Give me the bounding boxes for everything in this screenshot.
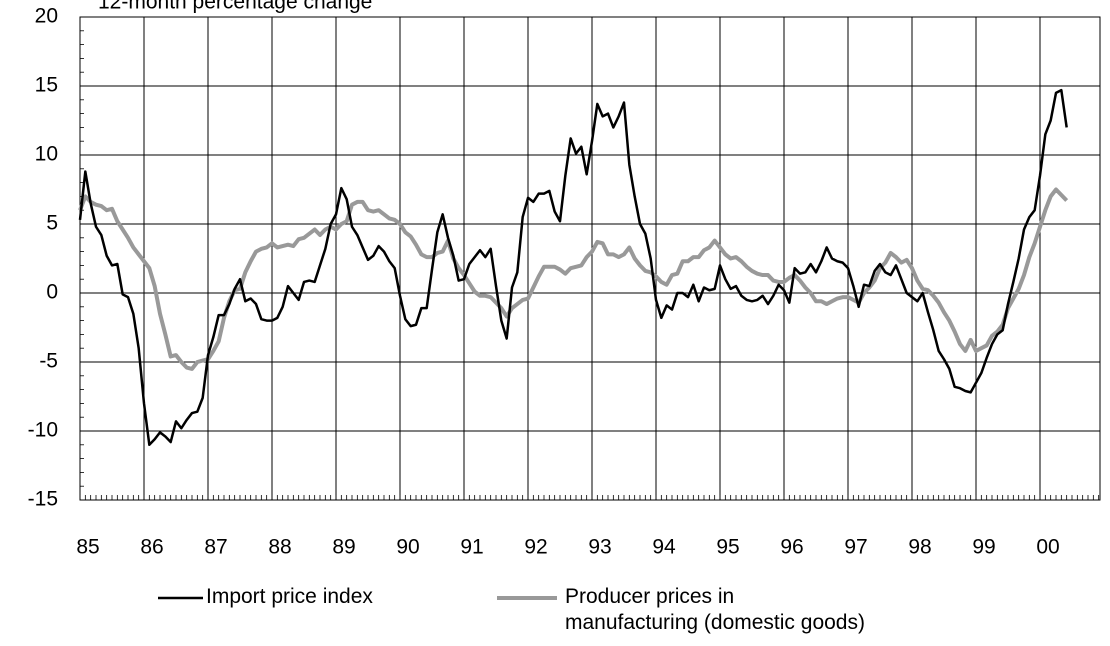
x-tick-label: 87 [204, 536, 227, 559]
x-tick-label: 97 [844, 536, 867, 559]
x-tick-label: 88 [268, 536, 291, 559]
series-line [78, 187, 1069, 371]
x-tick-label: 99 [972, 536, 995, 559]
x-tick-label: 86 [140, 536, 163, 559]
plot-frame [79, 16, 1101, 501]
x-tick-label: 89 [332, 536, 355, 559]
chart-title: 12-month percentage change [98, 0, 372, 14]
x-tick-label: 00 [1036, 536, 1059, 559]
x-tick-label: 96 [780, 536, 803, 559]
y-tick-label: 5 [46, 212, 58, 235]
y-tick-label: -5 [39, 350, 58, 373]
y-tick-label: 0 [46, 281, 58, 304]
x-tick-label: 90 [396, 536, 419, 559]
y-tick-label: 20 [35, 5, 58, 28]
legend-label: Import price index [206, 585, 373, 608]
y-tick-label: -15 [28, 488, 58, 511]
x-tick-label: 85 [76, 536, 99, 559]
legend-label: Producer prices in manufacturing (domest… [565, 585, 865, 634]
x-tick-label: 95 [716, 536, 739, 559]
x-tick-label: 93 [588, 536, 611, 559]
x-tick-label: 94 [652, 536, 676, 559]
x-tick-label: 91 [460, 536, 483, 559]
x-tick-label: 98 [908, 536, 931, 559]
y-tick-label: -10 [28, 419, 58, 442]
series-line [78, 88, 1068, 447]
y-tick-label: 15 [35, 74, 58, 97]
y-tick-label: 10 [35, 143, 58, 166]
x-tick-label: 92 [524, 536, 547, 559]
